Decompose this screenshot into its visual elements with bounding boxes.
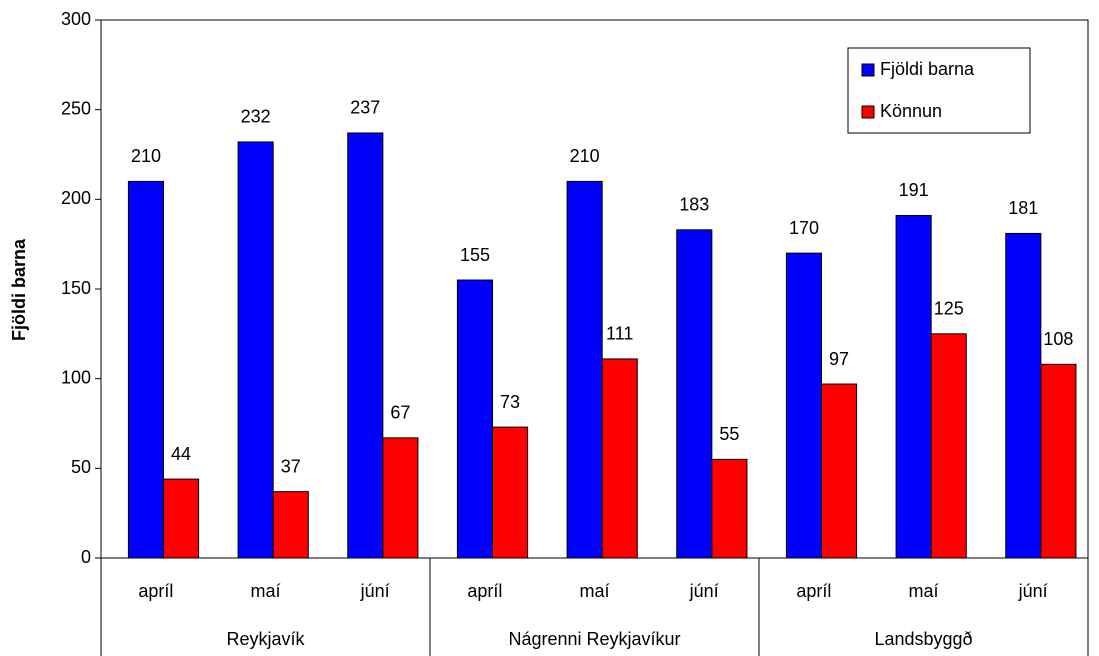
- group-label: Reykjavík: [226, 629, 305, 649]
- bar: [676, 229, 713, 559]
- y-tick-label: 300: [61, 9, 91, 29]
- y-tick-label: 200: [61, 188, 91, 208]
- value-label: 73: [500, 392, 520, 412]
- value-label: 232: [241, 107, 271, 127]
- value-label: 237: [350, 98, 380, 118]
- legend: [847, 47, 1031, 134]
- bar: [492, 426, 529, 559]
- value-label: 37: [281, 456, 301, 476]
- value-label: 183: [679, 195, 709, 215]
- bar: [785, 252, 823, 559]
- legend-label: Könnun: [880, 101, 942, 121]
- y-tick-label: 250: [61, 98, 91, 118]
- value-label: 125: [934, 299, 964, 319]
- x-tick-label: apríl: [138, 581, 173, 601]
- bar: [566, 180, 603, 559]
- bar: [347, 132, 384, 559]
- y-axis-label: Fjöldi barna: [9, 238, 29, 341]
- x-tick-label: apríl: [467, 581, 502, 601]
- y-tick-label: 50: [71, 457, 91, 477]
- bar: [711, 458, 748, 559]
- bar: [1040, 363, 1077, 559]
- bar: [895, 214, 932, 559]
- y-tick-label: 0: [81, 547, 91, 567]
- x-tick-label: maí: [579, 581, 609, 601]
- legend-swatch: [861, 63, 875, 77]
- bar: [127, 180, 165, 559]
- bar: [821, 383, 858, 559]
- y-tick-label: 100: [61, 367, 91, 387]
- value-label: 181: [1008, 198, 1038, 218]
- x-tick-label: júní: [360, 581, 390, 601]
- x-tick-label: maí: [250, 581, 280, 601]
- x-tick-label: apríl: [796, 581, 831, 601]
- bar: [163, 478, 200, 559]
- bar: [456, 279, 494, 559]
- bar: [272, 491, 309, 559]
- legend-swatch: [861, 105, 875, 119]
- bar: [1005, 232, 1042, 559]
- value-label: 44: [171, 444, 191, 464]
- value-label: 210: [570, 146, 600, 166]
- value-label: 108: [1043, 329, 1073, 349]
- x-tick-label: júní: [1018, 581, 1048, 601]
- value-label: 97: [829, 349, 849, 369]
- bar: [382, 437, 419, 559]
- x-tick-label: maí: [908, 581, 938, 601]
- value-label: 67: [390, 403, 410, 423]
- bar: [601, 358, 638, 559]
- group-label: Landsbyggð: [874, 629, 972, 649]
- y-tick-label: 150: [61, 278, 91, 298]
- value-label: 55: [719, 424, 739, 444]
- bar: [237, 141, 274, 559]
- x-tick-label: júní: [689, 581, 719, 601]
- value-label: 170: [789, 218, 819, 238]
- value-label: 210: [131, 146, 161, 166]
- legend-label: Fjöldi barna: [880, 59, 975, 79]
- value-label: 155: [460, 245, 490, 265]
- bar: [930, 333, 967, 559]
- group-label: Nágrenni Reykjavíkur: [508, 629, 680, 649]
- value-label: 111: [606, 324, 633, 344]
- value-label: 191: [899, 180, 929, 200]
